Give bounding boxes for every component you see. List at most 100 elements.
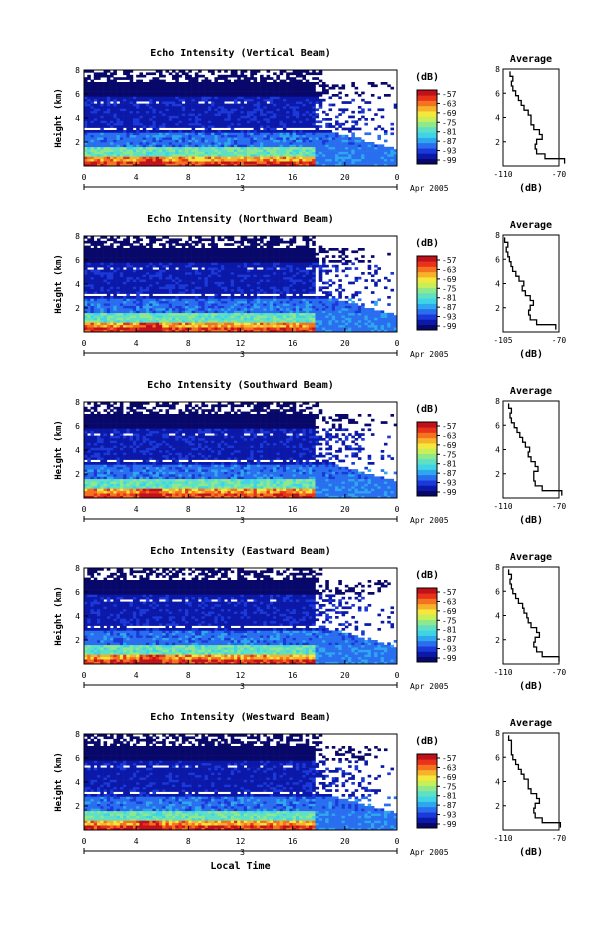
heatmap-cell [136,286,140,290]
heatmap-cell [110,276,114,280]
heatmap-cell [380,156,385,160]
heatmap-cell [204,101,209,104]
heatmap-cell [237,276,241,280]
heatmap-cell [123,72,127,76]
heatmap-cell [145,257,150,261]
heatmap-cell [97,288,101,292]
heatmap-cell [220,276,225,280]
heatmap-cell [233,91,238,95]
heatmap-cell [224,327,228,330]
heatmap-cell [377,149,381,152]
heatmap-cell [361,156,365,160]
heatmap-cell [158,238,163,242]
heatmap-cell [178,267,183,270]
heatmap-cell [155,91,160,95]
heatmap-cell [188,149,192,152]
heatmap-cell [292,139,297,143]
heatmap-cell [129,106,134,109]
heatmap-cell [87,144,91,148]
heatmap-cell [220,250,225,254]
heatmap-cell [145,281,150,285]
heatmap-cell [149,329,153,333]
heatmap-cell [233,72,238,76]
heatmap-cell [233,240,238,244]
heatmap-cell [110,243,114,246]
heatmap-cell [191,144,196,148]
heatmap-cell [168,300,173,304]
heatmap-cell [295,113,300,116]
heatmap-cell [158,300,163,304]
heatmap-cell [152,288,157,292]
heatmap-cell [302,154,307,157]
heatmap-cell [168,262,173,266]
heatmap-cell [250,161,254,164]
heatmap-cell [93,120,98,124]
heatmap-cell [168,305,173,309]
heatmap-cell [178,264,183,268]
heatmap-cell [113,118,117,121]
heatmap-cell [276,91,280,95]
heatmap-cell [126,324,130,328]
heatmap-cell [142,137,147,140]
heatmap-cell [230,320,235,323]
heatmap-cell [155,257,160,261]
heatmap-cell [250,118,254,121]
heatmap-cell [129,101,134,104]
heatmap-cell [247,113,251,116]
heatmap-cell [302,149,307,152]
heatmap-cell [93,320,98,323]
heatmap-cell [357,127,362,131]
heatmap-cell [204,163,209,167]
heatmap-cell [129,308,134,311]
heatmap-cell [152,122,157,126]
heatmap-cell [87,130,91,133]
heatmap-cell [191,279,196,282]
heatmap-cell [106,94,111,97]
heatmap-cell [227,161,232,164]
heatmap-cell [100,163,104,167]
heatmap-cell [162,269,166,273]
heatmap-cell [87,305,91,309]
heatmap-cell [145,264,150,268]
heatmap-cell [227,110,232,114]
heatmap-cell [185,115,189,119]
heatmap-cell [341,139,346,143]
heatmap-cell [260,125,264,128]
heatmap-cell [230,279,235,282]
heatmap-cell [194,255,199,258]
heatmap-cell [87,264,91,268]
heatmap-cell [247,142,251,145]
heatmap-cell [367,142,372,145]
heatmap-cell [302,103,307,107]
heatmap-cell [315,154,320,157]
heatmap-cell [308,156,313,160]
heatmap-cell [116,296,121,299]
heatmap-cell [97,279,101,282]
heatmap-cell [269,146,274,150]
heatmap-cell [250,106,254,109]
heatmap-cell [237,163,241,167]
heatmap-cell [165,106,170,109]
heatmap-cell [273,137,277,140]
heatmap-cell [149,84,153,88]
heatmap-cell [149,308,153,311]
heatmap-cell [142,84,147,88]
heatmap-cell [139,94,143,97]
heatmap-cell [276,120,280,124]
heatmap-cell [181,108,186,112]
heatmap-cell [266,125,271,128]
heatmap-cell [276,151,280,155]
heatmap-cell [162,248,166,251]
heatmap-cell [240,250,245,254]
heatmap-cell [188,74,192,78]
heatmap-cell [126,267,130,270]
heatmap-cell [286,161,290,164]
heatmap-cell [142,281,147,285]
heatmap-cell [201,281,205,285]
heatmap-cell [194,310,199,314]
heatmap-cell [126,74,130,78]
heatmap-cell [224,149,228,152]
heatmap-cell [110,163,114,167]
heatmap-cell [276,108,280,112]
heatmap-cell [158,108,163,112]
